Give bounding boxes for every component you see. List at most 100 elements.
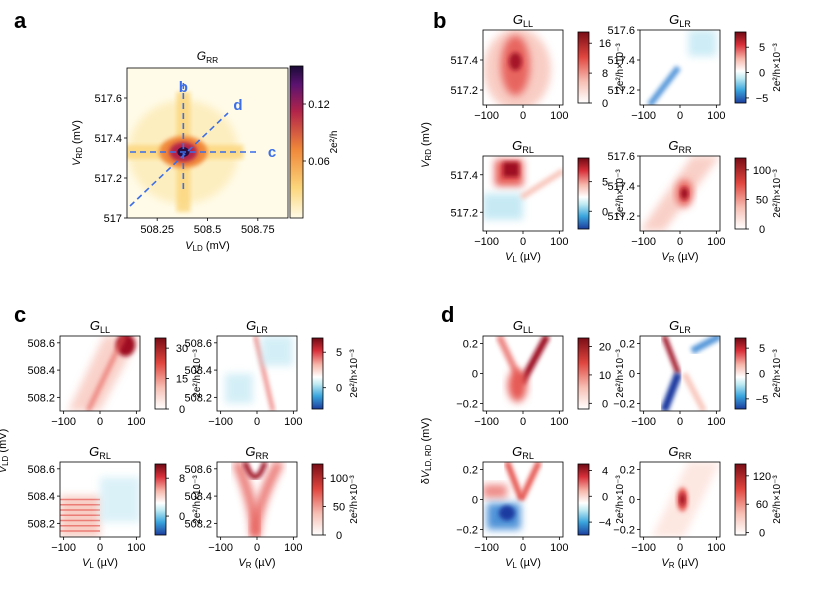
colorbar-label: 2e²/h×10⁻³ [615,475,626,524]
heatmap-image [483,30,563,105]
colorbar [289,65,304,219]
subplot-glr: GLR −100 0 100 −0.2 0 0.2 −5 0 5 2e²/h×10⁻³ [613,318,783,428]
x-tick-label: 0 [520,110,526,122]
colorbar-label: 2e²/h×10⁻³ [772,169,783,218]
x-tick-label: 0 [520,542,526,554]
x-axis-label: VL (µV) [505,557,541,570]
x-tick-label: −100 [208,416,233,428]
colorbar-tick-label: −4 [599,517,612,529]
heatmap-image [217,462,297,537]
x-tick-label: 0 [254,416,260,428]
colorbar-label: 2e²/h×10⁻³ [349,475,360,524]
colorbar-tick-label: −5 [756,394,769,406]
x-tick-label: 0 [254,542,260,554]
y-tick-label: 517.2 [607,211,635,223]
heatmap-patch [688,30,717,57]
heatmap-image [127,68,288,218]
y-tick-label: 0 [629,495,635,507]
heatmap-bg [640,336,720,411]
y-tick-label: 517.2 [607,85,635,97]
heatmap-blob [509,52,522,71]
colorbar [154,337,167,410]
x-tick-label: 0 [677,542,683,554]
colorbar-label: 2e²/h×10⁻³ [349,349,360,398]
x-tick-label: −100 [474,110,499,122]
panel-d: d GLL −100 0 100 −0.2 0 0.2 0 10 20 2e²/h×10⁻³ GLR −1… [420,302,783,570]
heatmap-ridge [250,462,284,537]
x-tick-label: 0 [677,416,683,428]
heatmap-ridge [661,336,681,375]
x-tick-label: 100 [550,542,568,554]
colorbar-tick-label: 120 [753,471,771,483]
colorbar-tick-label: 5 [602,177,608,189]
heatmap-ridge [242,462,268,480]
colorbar [311,337,324,410]
x-axis-label: VR (µV) [661,251,698,264]
colorbar [734,31,747,104]
colorbar-tick-label: 5 [759,343,765,355]
colorbar-tick-label: 5 [759,42,765,54]
y-tick-label: 517.6 [607,151,635,163]
colorbar-label: 2e²/h [329,131,340,154]
heatmap-patch [60,495,100,537]
colorbar-tick-label: 0 [602,398,608,410]
colorbar-tick-label: 0.06 [308,156,329,168]
subplot-gll: GLL −100 0 100 517.2 517.4 0 8 16 2e²/h×10⁻³ [450,12,626,122]
y-tick-label: 517.6 [607,25,635,37]
x-tick-label: 508.75 [241,224,275,236]
colorbar-tick-label: 8 [602,68,608,80]
subplot-title: GRL [89,444,111,461]
y-tick-label: 0.2 [620,465,635,477]
colorbar [577,31,590,104]
x-tick-label: −100 [631,236,656,248]
colorbar-tick-label: 100 [753,165,771,177]
heatmap-image [483,336,563,411]
x-tick-label: 100 [284,416,302,428]
colorbar-tick-label: 0.12 [308,99,329,111]
x-tick-label: −100 [631,416,656,428]
y-tick-label: 0 [472,369,478,381]
colorbar-tick-label: 0 [336,383,342,395]
y-tick-label: 517.2 [450,207,478,219]
panel-letter-a: a [14,8,27,33]
x-tick-label: 100 [550,416,568,428]
colorbar [154,463,167,536]
heatmap-image [483,462,563,537]
colorbar-tick-label: 0 [759,68,765,80]
x-tick-label: 100 [707,110,725,122]
y-axis-label: VRD (mV) [420,122,433,168]
y-axis-label: δVLD, RD (mV) [420,418,433,485]
subplot-grl: GRL −100 0 100 517.2 517.4 VL (µV) 0 5 2e²/h×10⁻³ [450,138,626,264]
x-tick-label: 0 [677,110,683,122]
cut-label-b: b [179,79,188,96]
x-tick-label: 100 [707,542,725,554]
y-tick-label: 517.2 [94,173,122,185]
y-tick-label: 508.6 [27,338,55,350]
x-tick-label: −100 [631,542,656,554]
heatmap-patch [261,336,293,366]
subplot-glr: GLR −100 0 100 508.2 508.4 508.6 0 5 2e²/h×10⁻³ [184,318,360,428]
heatmap-ridge [660,372,683,411]
subplot-title: GLL [513,318,533,335]
x-tick-label: −100 [474,542,499,554]
colorbar-tick-label: 15 [176,374,188,386]
y-tick-label: 508.2 [27,392,55,404]
colorbar-label: 2e²/h×10⁻³ [192,349,203,398]
heatmap-image [640,336,720,411]
colorbar-tick-label: 0 [759,528,765,540]
y-tick-label: 517.4 [94,133,122,145]
colorbar-tick-label: 0 [179,511,185,523]
colorbar-tick-label: 0 [759,369,765,381]
colorbar-tick-label: 16 [599,38,611,50]
subplot-title: GLR [669,318,691,335]
heatmap-ridge [518,462,542,501]
heatmap-image [483,156,563,231]
heatmap-ridge [681,372,707,411]
colorbar-tick-label: 0 [179,404,185,416]
heatmap-ridge [519,168,563,200]
colorbar [734,157,747,230]
colorbar [734,463,747,536]
heatmap-patch [225,373,253,404]
